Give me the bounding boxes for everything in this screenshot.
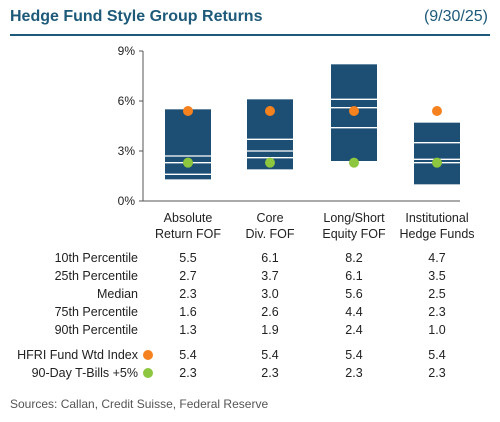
table-row-label: 75th Percentile xyxy=(55,305,138,319)
y-tick-label: 3% xyxy=(118,144,136,158)
y-tick-label: 6% xyxy=(118,94,136,108)
marker-cell: 2.3 xyxy=(345,366,362,380)
marker-row-label: 90-Day T-Bills +5% xyxy=(32,366,138,380)
category-label: Equity FOF xyxy=(322,227,386,241)
table-row-label: Median xyxy=(97,287,138,301)
category-label: Hedge Funds xyxy=(399,227,474,241)
table-cell: 1.9 xyxy=(261,323,278,337)
category-label: Core xyxy=(256,211,283,225)
table-cell: 8.2 xyxy=(345,251,362,265)
marker-0-1 xyxy=(265,106,275,116)
table-cell: 4.7 xyxy=(428,251,445,265)
table-cell: 5.5 xyxy=(179,251,196,265)
table-row-label: 10th Percentile xyxy=(55,251,138,265)
marker-cell: 5.4 xyxy=(428,348,445,362)
table-row-label: 90th Percentile xyxy=(55,323,138,337)
marker-cell: 5.4 xyxy=(345,348,362,362)
marker-cell: 5.4 xyxy=(261,348,278,362)
table-cell: 2.7 xyxy=(179,269,196,283)
chart-title: Hedge Fund Style Group Returns xyxy=(10,8,263,25)
table-cell: 2.4 xyxy=(345,323,362,337)
table-cell: 3.0 xyxy=(261,287,278,301)
table-cell: 4.4 xyxy=(345,305,362,319)
y-tick-label: 9% xyxy=(118,44,136,58)
category-label: Institutional xyxy=(405,211,468,225)
category-label: Absolute xyxy=(164,211,213,225)
marker-1-3 xyxy=(432,157,442,168)
table-cell: 2.6 xyxy=(261,305,278,319)
marker-cell: 2.3 xyxy=(428,366,445,380)
marker-row-label: HFRI Fund Wtd Index xyxy=(17,348,139,362)
marker-0-3 xyxy=(432,106,442,116)
title-rule xyxy=(10,34,490,36)
chart-date: (9/30/25) xyxy=(423,8,488,25)
marker-1-1 xyxy=(265,157,275,168)
y-tick-label: 0% xyxy=(118,194,136,208)
marker-cell: 2.3 xyxy=(261,366,278,380)
table-cell: 2.3 xyxy=(179,287,196,301)
category-label: Return FOF xyxy=(155,227,221,241)
sources-note: Sources: Callan, Credit Suisse, Federal … xyxy=(10,397,269,411)
marker-1-0 xyxy=(183,157,193,168)
table-cell: 6.1 xyxy=(345,269,362,283)
box-chart: 0% 3% 6% 9% Absolute Return FOF Core Div. FOF Lo… xyxy=(17,44,474,380)
marker-0-0 xyxy=(183,106,193,116)
box-3 xyxy=(414,122,460,185)
box-0 xyxy=(165,109,211,180)
category-label: Div. FOF xyxy=(245,227,294,241)
marker-legend-dot xyxy=(143,368,153,378)
marker-cell: 2.3 xyxy=(179,366,196,380)
marker-cell: 5.4 xyxy=(179,348,196,362)
marker-0-2 xyxy=(349,106,359,116)
table-row-label: 25th Percentile xyxy=(55,269,138,283)
table-cell: 2.5 xyxy=(428,287,445,301)
table-cell: 5.6 xyxy=(345,287,362,301)
table-cell: 6.1 xyxy=(261,251,278,265)
category-label: Long/Short xyxy=(323,211,385,225)
table-cell: 1.0 xyxy=(428,323,445,337)
marker-1-2 xyxy=(349,157,359,168)
table-cell: 3.7 xyxy=(261,269,278,283)
table-cell: 1.6 xyxy=(179,305,196,319)
table-cell: 2.3 xyxy=(428,305,445,319)
table-cell: 1.3 xyxy=(179,323,196,337)
table-cell: 3.5 xyxy=(428,269,445,283)
marker-legend-dot xyxy=(143,350,153,360)
